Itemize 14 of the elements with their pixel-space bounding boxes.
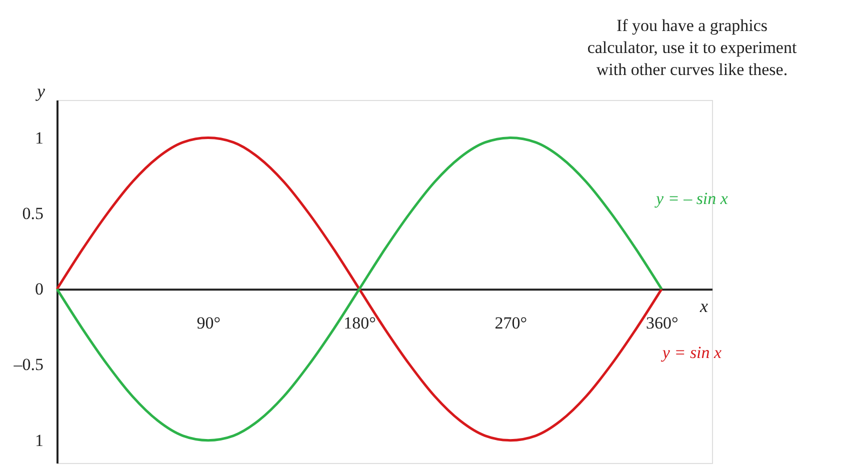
- x-axis-title: x: [699, 296, 708, 316]
- text: If you have a graphics calculator, use it to experiment with other curves like these.: [587, 16, 797, 79]
- x-tick-label: 270°: [494, 314, 528, 333]
- text: y = – sin x: [654, 189, 728, 208]
- y-tick-label: 1: [35, 128, 44, 148]
- x-tick-label: 360°: [646, 314, 678, 333]
- y-tick-label: –0.5: [12, 355, 44, 374]
- series-label: y = sin x: [660, 343, 722, 362]
- y-tick-label: 1: [35, 430, 44, 450]
- y-tick-label: 0.5: [22, 204, 44, 223]
- x-tick-label: 90°: [196, 314, 221, 333]
- y-tick-label: 0: [35, 280, 44, 299]
- x-tick-label: 180°: [344, 314, 376, 333]
- y-axis-title: y: [35, 81, 45, 101]
